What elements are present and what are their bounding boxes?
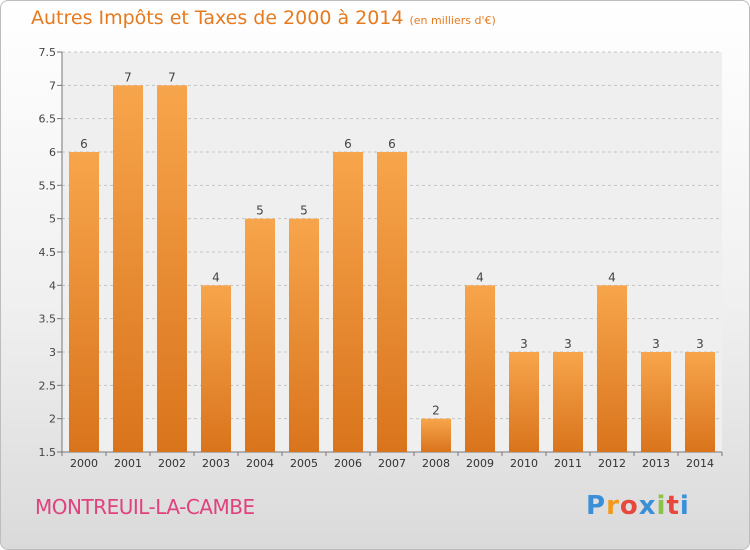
x-tick-label: 2007	[378, 457, 406, 470]
bar	[597, 285, 627, 452]
bar	[685, 352, 715, 452]
bar	[641, 352, 671, 452]
data-label: 6	[388, 137, 396, 151]
logo-letter: o	[619, 491, 639, 521]
data-label: 4	[212, 270, 220, 284]
data-label: 5	[300, 204, 308, 218]
logo-letter: x	[638, 491, 657, 521]
chart-unit: (en milliers d'€)	[409, 14, 496, 27]
y-tick-label: 1.5	[39, 446, 57, 459]
bar	[245, 218, 275, 452]
x-tick-label: 2014	[686, 457, 714, 470]
bar	[201, 285, 231, 452]
y-tick-label: 7.5	[39, 46, 57, 59]
bar	[377, 152, 407, 452]
bar	[113, 85, 143, 452]
data-label: 3	[696, 337, 704, 351]
data-label: 3	[564, 337, 572, 351]
data-label: 7	[124, 70, 132, 84]
y-tick-label: 6	[49, 146, 56, 159]
bar	[553, 352, 583, 452]
x-tick-label: 2001	[114, 457, 142, 470]
bar	[465, 285, 495, 452]
data-label: 5	[256, 204, 264, 218]
logo-letter: i	[656, 491, 667, 521]
x-tick-label: 2004	[246, 457, 274, 470]
data-label: 3	[652, 337, 660, 351]
y-tick-label: 5	[49, 213, 56, 226]
bar	[333, 152, 363, 452]
bar	[421, 418, 451, 452]
y-tick-label: 6.5	[39, 113, 57, 126]
logo-letter: i	[679, 491, 690, 521]
y-tick-label: 4.5	[39, 246, 57, 259]
data-label: 2	[432, 404, 440, 418]
x-tick-label: 2008	[422, 457, 450, 470]
y-tick-label: 5.5	[39, 179, 57, 192]
logo-letter: t	[666, 491, 680, 521]
chart-title: Autres Impôts et Taxes de 2000 à 2014	[31, 7, 404, 29]
data-label: 4	[608, 270, 616, 284]
data-label: 3	[520, 337, 528, 351]
y-tick-label: 4	[49, 279, 56, 292]
x-tick-label: 2002	[158, 457, 186, 470]
logo-letter: r	[606, 491, 620, 521]
bar	[69, 152, 99, 452]
x-tick-label: 2013	[642, 457, 670, 470]
logo-letter: P	[586, 491, 607, 521]
proxiti-logo: Proxiti	[586, 491, 690, 521]
commune-name: MONTREUIL-LA-CAMBE	[35, 495, 255, 519]
y-tick-label: 2.5	[39, 379, 57, 392]
x-tick-label: 2010	[510, 457, 538, 470]
bar	[289, 218, 319, 452]
bar	[157, 85, 187, 452]
bar	[509, 352, 539, 452]
x-tick-label: 2009	[466, 457, 494, 470]
data-label: 7	[168, 70, 176, 84]
x-tick-label: 2012	[598, 457, 626, 470]
y-tick-label: 7	[49, 79, 56, 92]
x-tick-label: 2011	[554, 457, 582, 470]
data-label: 4	[476, 270, 484, 284]
y-tick-label: 3	[49, 346, 56, 359]
x-tick-label: 2005	[290, 457, 318, 470]
x-tick-label: 2006	[334, 457, 362, 470]
y-tick-label: 2	[49, 413, 56, 426]
data-label: 6	[344, 137, 352, 151]
x-tick-label: 2000	[70, 457, 98, 470]
x-tick-label: 2003	[202, 457, 230, 470]
data-label: 6	[80, 137, 88, 151]
chart-title-row: Autres Impôts et Taxes de 2000 à 2014 (en…	[31, 7, 496, 29]
y-tick-label: 3.5	[39, 313, 57, 326]
